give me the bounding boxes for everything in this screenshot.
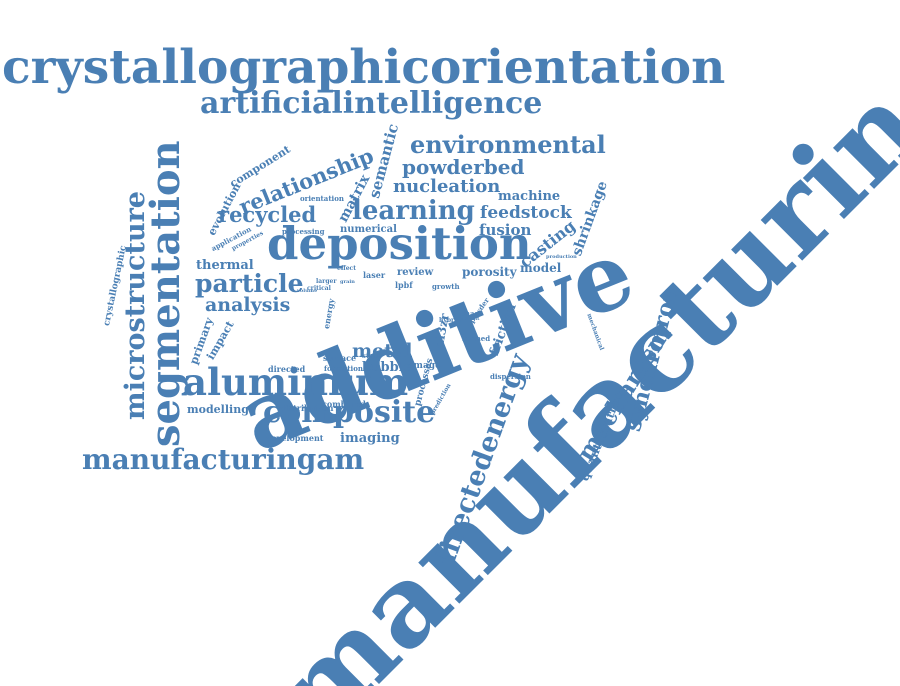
word-energy: energy xyxy=(321,297,337,330)
word-review: review xyxy=(397,267,434,278)
word-machine: machine xyxy=(498,189,561,204)
word-fusion: fusion xyxy=(479,221,532,239)
word-powderbed: powderbed xyxy=(402,155,525,179)
word-processing: processing xyxy=(282,227,325,236)
word-porosity: porosity xyxy=(462,265,517,279)
word-production: production xyxy=(546,254,577,260)
word-analysis: analysis xyxy=(205,294,291,316)
word-modelling: modelling xyxy=(187,403,249,416)
word-formed: formed xyxy=(462,334,491,343)
word-environmental: environmental xyxy=(410,130,606,159)
word-segmentation: segmentation xyxy=(142,140,189,447)
word-deposition: deposition xyxy=(267,217,532,270)
word-grain: grain xyxy=(340,279,355,285)
word-numerical: numerical xyxy=(340,224,397,235)
word-recycled: recycled xyxy=(218,202,317,227)
word-dispersion: dispersion xyxy=(490,372,531,381)
word-laser: laser xyxy=(363,270,386,280)
word-thermal: thermal xyxy=(196,258,254,273)
word-volume: volume xyxy=(297,288,318,294)
word-state: state xyxy=(362,351,382,360)
word-combined: combined xyxy=(322,399,366,409)
word-bubble: bubble xyxy=(362,360,412,375)
word-exhibit: exhibit xyxy=(460,316,480,322)
word-crystallographicorientation: crystallographicorientation xyxy=(2,40,726,95)
word-directed: directed xyxy=(268,364,306,374)
word-manufacturingam: manufacturingam xyxy=(82,443,365,476)
word-image: image xyxy=(410,361,441,371)
word-distribution: distribution xyxy=(280,403,334,413)
word-phase: phase xyxy=(460,309,483,318)
word-formation: formation xyxy=(324,364,363,373)
word-metal: metal xyxy=(352,340,413,362)
word-model: model xyxy=(520,261,562,275)
word-learning: learning xyxy=(352,196,475,226)
word-imaging: imaging xyxy=(340,431,400,446)
word-development: development xyxy=(266,433,324,443)
word-growth: growth xyxy=(432,282,460,291)
word-hybrid: hybrid xyxy=(439,317,461,324)
word-effect: effect xyxy=(337,265,356,272)
word-lpbf: lpbf xyxy=(395,280,413,290)
word-artificialintelligence: artificialintelligence xyxy=(200,86,543,121)
word-critical: critical xyxy=(307,285,331,292)
word-feedstock: feedstock xyxy=(480,203,572,223)
word-nucleation: nucleation xyxy=(393,176,501,197)
word-surface: surface xyxy=(323,353,357,363)
word-composite: composite xyxy=(263,395,436,430)
word-aluminium: aluminium xyxy=(183,360,409,404)
word-larger: larger xyxy=(316,278,337,285)
word-orientation: orientation xyxy=(300,194,344,203)
word-particle: particle xyxy=(195,269,304,298)
word-microstructure: microstructure xyxy=(120,191,151,420)
